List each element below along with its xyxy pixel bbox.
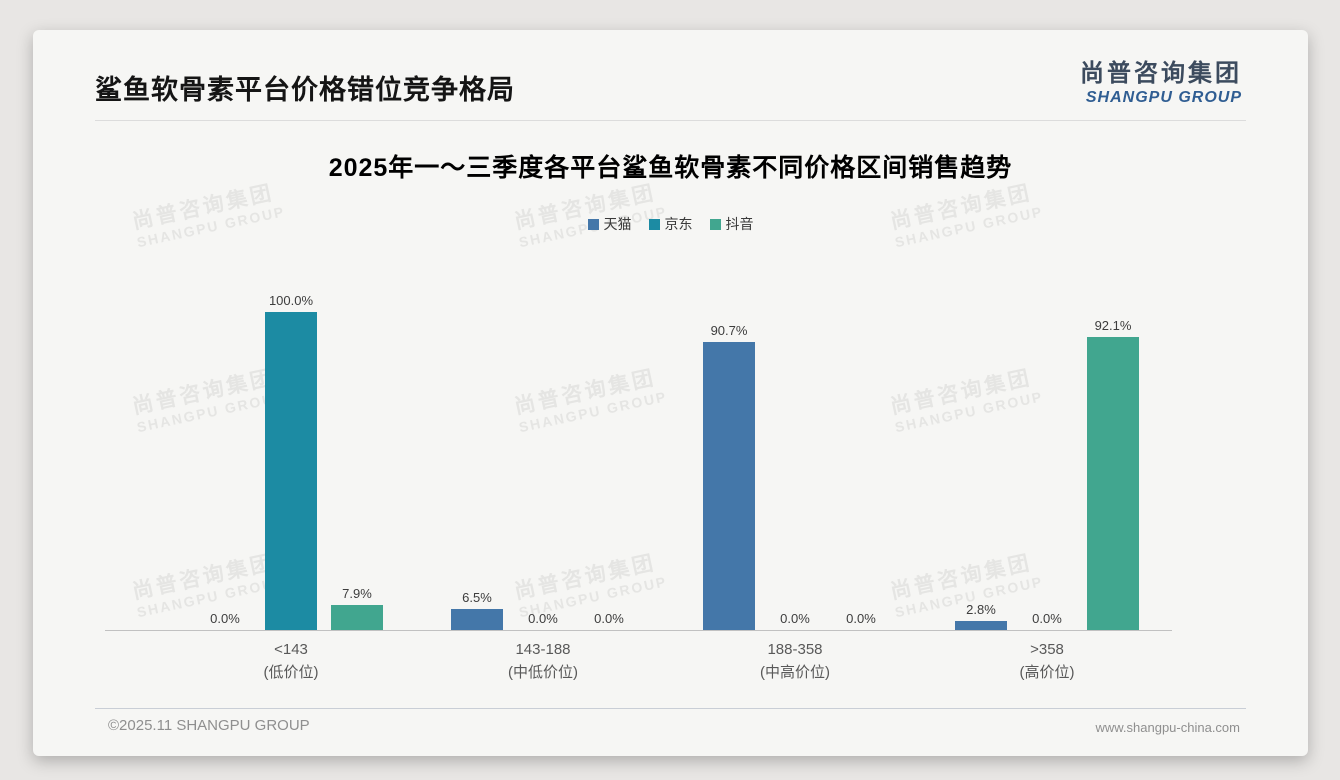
bar-group-1: 0.0% 100.0% 7.9% bbox=[165, 293, 417, 630]
bar-天猫 bbox=[703, 341, 755, 630]
bar-slot-天猫: 2.8% bbox=[955, 602, 1007, 630]
legend-item-1: 天猫 bbox=[587, 214, 632, 234]
bar-chart-plot: 0.0% 100.0% 7.9% 6.5% 0.0% 0.0% 90.7% 0.0% 0.0% 2… bbox=[165, 285, 1173, 630]
bar-slot-抖音: 0.0% bbox=[583, 611, 635, 630]
x-axis-tier-label: (中高价位) bbox=[760, 663, 830, 681]
bar-value-label: 7.9% bbox=[342, 585, 372, 601]
legend-label: 天猫 bbox=[603, 216, 632, 232]
bar-value-label: 90.7% bbox=[710, 322, 748, 338]
bar-抖音 bbox=[1087, 337, 1139, 630]
legend-swatch bbox=[709, 218, 721, 230]
bar-天猫 bbox=[955, 621, 1007, 630]
bar-value-label: 6.5% bbox=[462, 590, 492, 606]
header-divider bbox=[95, 120, 1246, 121]
x-axis-range-label: >358 bbox=[1030, 641, 1064, 658]
x-axis-category-1: <143 (低价位) bbox=[165, 639, 417, 684]
page-title: 鲨鱼软骨素平台价格错位竞争格局 bbox=[95, 75, 515, 105]
footer-website: www.shangpu-china.com bbox=[1095, 720, 1240, 735]
slide-card: 尚普咨询集团 SHANGPU GROUP 尚普咨询集团 SHANGPU GROUP 尚普… bbox=[33, 30, 1308, 756]
bar-slot-京东: 0.0% bbox=[769, 611, 821, 630]
bar-天猫 bbox=[451, 609, 503, 630]
x-axis-tier-label: (低价位) bbox=[263, 663, 319, 681]
bar-slot-抖音: 7.9% bbox=[331, 586, 383, 630]
x-axis-line bbox=[105, 630, 1172, 631]
bar-slot-天猫: 6.5% bbox=[451, 590, 503, 630]
legend-swatch bbox=[648, 218, 660, 230]
x-axis-category-3: 188-358 (中高价位) bbox=[669, 639, 921, 684]
bar-value-label: 0.0% bbox=[846, 611, 876, 626]
logo-en-text: SHANGPU GROUP bbox=[1085, 89, 1242, 106]
bar-value-label: 0.0% bbox=[210, 611, 240, 626]
legend-swatch bbox=[587, 218, 599, 230]
x-axis-category-2: 143-188 (中低价位) bbox=[417, 639, 669, 684]
bar-slot-抖音: 92.1% bbox=[1087, 318, 1139, 630]
x-axis-tier-label: (中低价位) bbox=[508, 663, 578, 681]
bar-slot-天猫: 0.0% bbox=[199, 611, 251, 630]
bar-value-label: 2.8% bbox=[966, 602, 996, 618]
legend-label: 抖音 bbox=[725, 216, 754, 232]
logo-cn-text: 尚普咨询集团 bbox=[1080, 60, 1242, 87]
bar-value-label: 92.1% bbox=[1094, 318, 1132, 334]
bar-slot-京东: 100.0% bbox=[265, 293, 317, 630]
x-axis-range-label: 143-188 bbox=[515, 641, 571, 658]
footer-divider bbox=[95, 708, 1246, 709]
bar-group-4: 2.8% 0.0% 92.1% bbox=[921, 318, 1173, 630]
bar-slot-天猫: 90.7% bbox=[703, 323, 755, 630]
legend-item-3: 抖音 bbox=[709, 214, 754, 234]
bar-group-3: 90.7% 0.0% 0.0% bbox=[669, 323, 921, 630]
x-axis-labels: <143 (低价位) 143-188 (中低价位) 188-358 (中高价位) >358 (… bbox=[165, 639, 1173, 684]
bar-slot-抖音: 0.0% bbox=[835, 611, 887, 630]
x-axis-range-label: <143 bbox=[274, 641, 308, 658]
bar-slot-京东: 0.0% bbox=[517, 611, 569, 630]
x-axis-tier-label: (高价位) bbox=[1019, 663, 1075, 681]
bar-value-label: 0.0% bbox=[1032, 611, 1062, 626]
x-axis-range-label: 188-358 bbox=[767, 641, 823, 658]
bar-value-label: 0.0% bbox=[594, 611, 624, 626]
x-axis-category-4: >358 (高价位) bbox=[921, 639, 1173, 684]
legend-item-2: 京东 bbox=[648, 214, 693, 234]
legend-label: 京东 bbox=[664, 216, 693, 232]
company-logo: 尚普咨询集团 SHANGPU GROUP bbox=[1080, 60, 1242, 108]
bar-value-label: 0.0% bbox=[780, 611, 810, 626]
chart-legend: 天猫 京东 抖音 bbox=[33, 214, 1308, 234]
bar-group-2: 6.5% 0.0% 0.0% bbox=[417, 590, 669, 630]
bar-value-label: 0.0% bbox=[528, 611, 558, 626]
footer-copyright: ©2025.11 SHANGPU GROUP bbox=[108, 717, 310, 734]
bar-value-label: 100.0% bbox=[268, 293, 314, 308]
bar-抖音 bbox=[331, 604, 383, 630]
bar-京东 bbox=[265, 312, 317, 630]
chart-title: 2025年一～三季度各平台鲨鱼软骨素不同价格区间销售趋势 bbox=[328, 154, 1013, 182]
bar-slot-京东: 0.0% bbox=[1021, 611, 1073, 630]
